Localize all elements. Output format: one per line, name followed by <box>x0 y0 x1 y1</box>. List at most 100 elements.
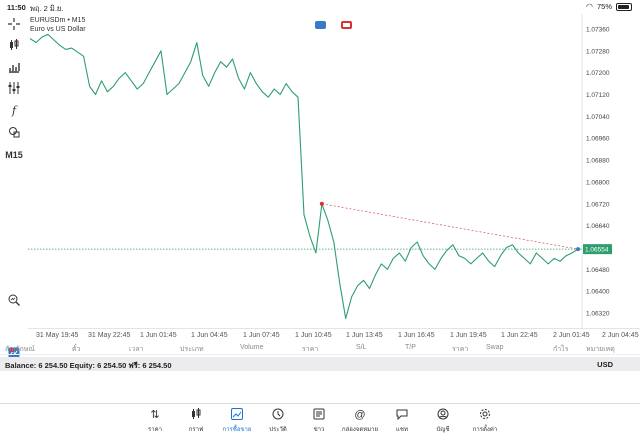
table-column-header[interactable]: สัญลักษณ์ <box>5 346 35 353</box>
price-tick-label: 1.07280 <box>586 48 610 55</box>
price-tick-label: 1.06720 <box>586 201 610 208</box>
table-column-header[interactable]: ประเภท <box>180 346 204 353</box>
nav-item-news[interactable]: ข่าว <box>299 408 339 434</box>
time-tick-label: 1 Jun 16:45 <box>398 332 435 339</box>
nav-item-chat[interactable]: แชท <box>382 408 422 434</box>
time-tick-label: 2 Jun 04:45 <box>602 332 639 339</box>
buy-marker-icon[interactable] <box>341 21 352 29</box>
status-date: พฤ. 2 มิ.ย. <box>30 4 64 13</box>
table-column-header[interactable]: กำไร <box>553 346 569 353</box>
settings-icon <box>465 408 505 422</box>
table-column-header[interactable]: S/L <box>356 344 367 351</box>
status-right: ◠ 75% <box>586 2 632 11</box>
nav-item-label: การซื้อขาย <box>222 427 252 433</box>
symbol-name: EURUSDm • M15 <box>30 17 86 24</box>
price-tick-label: 1.06400 <box>586 289 610 296</box>
table-column-header[interactable]: Swap <box>486 344 504 351</box>
settings-sliders-icon[interactable] <box>6 80 22 96</box>
table-column-header[interactable]: เวลา <box>129 346 144 353</box>
nav-item-label: กราฟ <box>188 427 204 433</box>
time-tick-label: 31 May 19:45 <box>36 332 79 339</box>
last-price-marker <box>576 247 580 252</box>
time-tick-label: 1 Jun 07:45 <box>243 332 280 339</box>
time-axis: 31 May 19:45 31 May 22:45 1 Jun 01:45 1 Jun… <box>28 328 640 340</box>
table-column-header[interactable]: ราคา <box>302 346 319 353</box>
price-tick-label: 1.06800 <box>586 179 610 186</box>
price-chart[interactable]: 1.07360 1.07280 1.07200 1.07120 1.07040 1.069… <box>28 14 612 328</box>
battery-percent: 75% <box>596 2 612 11</box>
nav-item-account[interactable]: บัญชี <box>423 408 463 434</box>
time-tick-label: 1 Jun 04:45 <box>191 332 228 339</box>
balance-text: Balance: 6 254.50 Equity: 6 254.50 ฟรี: … <box>5 361 172 370</box>
nav-item-mailbox[interactable]: @ กล่องจดหมาย <box>340 408 380 434</box>
price-tick-label: 1.06480 <box>586 267 610 274</box>
time-tick-label: 1 Jun 01:45 <box>140 332 177 339</box>
status-time: 11:50 <box>7 3 26 12</box>
trade-entry-line <box>321 203 579 250</box>
time-tick-label: 1 Jun 19:45 <box>450 332 487 339</box>
trades-table-header: สัญลักษณ์ ตั๋ว เวลา ประเภท Volume ราคา S/L T/P ร… <box>0 341 640 355</box>
nav-item-label: แชท <box>396 427 408 433</box>
shapes-icon[interactable] <box>6 124 22 140</box>
wifi-icon: ◠ <box>586 2 593 11</box>
price-tick-label: 1.06320 <box>586 311 610 318</box>
nav-item-history[interactable]: ประวัติ <box>258 408 298 434</box>
zoom-chart-icon[interactable] <box>6 292 22 308</box>
time-tick-label: 1 Jun 10:45 <box>295 332 332 339</box>
trade-icon <box>217 408 257 422</box>
price-tick-label: 1.07120 <box>586 92 610 99</box>
time-tick-label: 31 May 22:45 <box>88 332 131 339</box>
balance-currency: USD <box>597 360 613 369</box>
table-column-header[interactable]: ตั๋ว <box>72 346 81 353</box>
one-click-trading-icon[interactable] <box>6 345 22 361</box>
chart-icon <box>176 408 216 422</box>
time-tick-label: 2 Jun 01:45 <box>553 332 590 339</box>
history-icon <box>258 408 298 422</box>
nav-item-label: การตั้งค่า <box>472 427 498 433</box>
nav-item-label: ข่าว <box>313 427 325 433</box>
symbol-description: Euro vs US Dollar <box>30 26 86 33</box>
news-icon <box>299 408 339 422</box>
crosshair-icon[interactable] <box>6 16 22 32</box>
status-bar: 11:50 พฤ. 2 มิ.ย. ◠ 75% <box>0 0 640 14</box>
nav-item-label: ราคา <box>148 427 162 433</box>
price-tick-label: 1.06640 <box>586 223 610 230</box>
price-series-line <box>29 33 579 320</box>
nav-item-trade[interactable]: การซื้อขาย <box>217 408 257 434</box>
current-price-tag <box>583 244 612 255</box>
candlestick-icon[interactable] <box>6 37 22 53</box>
time-tick-label: 1 Jun 13:45 <box>346 332 383 339</box>
chart-toolbar: f M15 <box>0 14 28 374</box>
quotes-icon: ⇅ <box>150 409 160 421</box>
indicators-icon[interactable] <box>6 59 22 75</box>
time-tick-label: 1 Jun 22:45 <box>501 332 538 339</box>
table-column-header[interactable]: T/P <box>405 344 416 351</box>
timeframe-button[interactable]: M15 <box>5 150 23 160</box>
nav-item-label: กล่องจดหมาย <box>341 427 379 433</box>
balance-bar: Balance: 6 254.50 Equity: 6 254.50 ฟรี: … <box>0 357 640 371</box>
sell-marker-icon[interactable] <box>315 21 326 29</box>
symbol-info: EURUSDm • M15 Euro vs US Dollar <box>30 16 86 34</box>
price-tick-label: 1.07040 <box>586 114 610 121</box>
price-tick-label: 1.07360 <box>586 26 610 33</box>
battery-icon <box>616 2 632 11</box>
price-tick-label: 1.06880 <box>586 158 610 165</box>
table-column-header[interactable]: หมายเหตุ <box>586 346 615 353</box>
nav-item-label: บัญชี <box>436 427 450 433</box>
nav-item-label: ประวัติ <box>269 427 287 433</box>
trade-entry-marker <box>319 201 324 206</box>
price-tick-label: 1.07200 <box>586 70 610 77</box>
function-icon[interactable]: f <box>11 103 17 117</box>
mailbox-icon: @ <box>354 409 366 421</box>
nav-item-chart[interactable]: กราฟ <box>176 408 216 434</box>
price-tick-label: 1.06960 <box>586 136 610 143</box>
nav-item-quotes[interactable]: ⇅ ราคา <box>135 408 175 434</box>
chat-icon <box>382 408 422 422</box>
account-icon <box>423 408 463 422</box>
table-column-header[interactable]: ราคา <box>452 346 469 353</box>
table-column-header[interactable]: Volume <box>240 344 264 351</box>
current-price-tag-label: 1.06554 <box>585 247 609 254</box>
bottom-nav: ⇅ ราคา กราฟ การซื้อขาย ประวัติ ข่าว @ กล่องจดหม… <box>0 403 640 447</box>
nav-item-settings[interactable]: การตั้งค่า <box>465 408 505 434</box>
